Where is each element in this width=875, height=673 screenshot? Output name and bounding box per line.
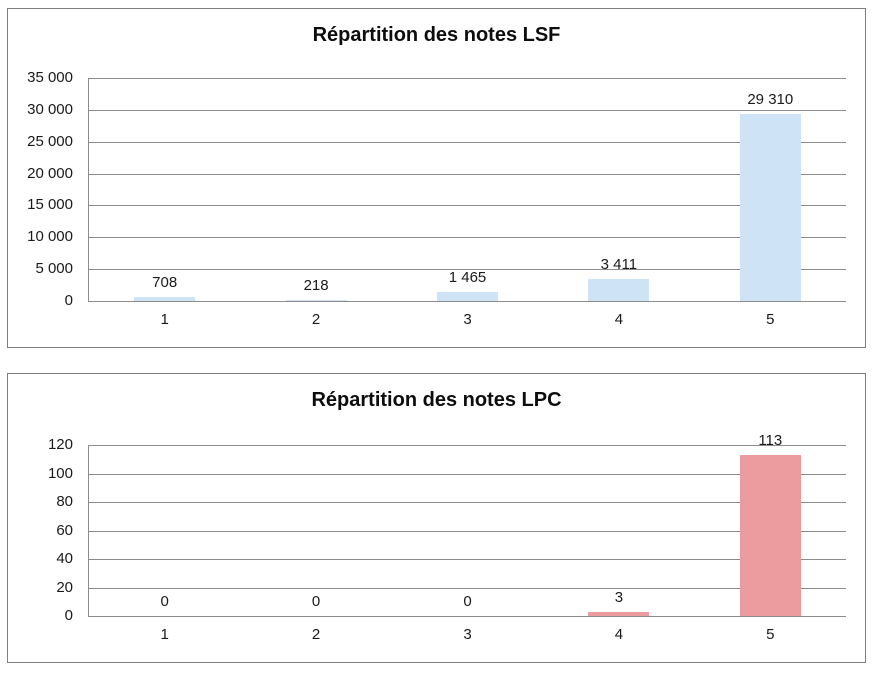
gridline (89, 445, 846, 446)
x-category-label: 1 (160, 311, 169, 328)
x-category-label: 2 (311, 626, 321, 643)
bar-value-label: 218 (303, 276, 329, 294)
y-axis-tick-label: 20 (56, 578, 73, 596)
x-category-label: 5 (766, 311, 775, 328)
gridline (89, 205, 846, 207)
x-category-label: 1 (160, 626, 169, 643)
y-axis-tick-label: 10 000 (27, 228, 73, 246)
y-axis-tick-label: 35 000 (27, 69, 73, 86)
y-axis-tick-label: 0 (64, 607, 73, 624)
bar-value-label: 29 310 (747, 91, 794, 109)
gridline (89, 269, 846, 271)
x-category-label: 4 (614, 311, 624, 328)
bar (134, 296, 196, 301)
chart-lsf-title: Répartition des notes LSF (312, 24, 561, 46)
bar (739, 114, 801, 301)
y-axis-tick-label: 40 (56, 550, 73, 567)
gridline (89, 559, 846, 560)
x-category-label: 4 (614, 626, 624, 643)
gridline (89, 109, 846, 111)
x-category-label: 2 (311, 311, 321, 328)
bar-value-label: 3 (614, 588, 624, 606)
bar-value-label: 708 (152, 273, 178, 291)
gridline (89, 530, 846, 532)
bar-value-label: 0 (463, 593, 472, 610)
x-category-label: 5 (766, 626, 775, 643)
y-axis-tick-label: 15 000 (27, 196, 73, 214)
chart-lpc-plot-area: 0 20 40 60 80 100 120 0 1 0 2 0 3 3 4 113 5 (48, 432, 846, 643)
y-axis-tick-label: 60 (56, 521, 73, 539)
gridline (89, 141, 846, 143)
gridline (89, 473, 846, 475)
gridline (89, 502, 846, 503)
bar-value-label: 3 411 (600, 256, 638, 274)
y-axis-tick-label: 30 000 (27, 100, 73, 118)
chart-lpc: Répartition des notes LPC 0 20 40 60 80 100 12… (7, 373, 866, 663)
bar (739, 454, 801, 616)
y-axis-tick-label: 25 000 (27, 132, 73, 150)
bar (285, 299, 347, 301)
x-category-label: 3 (463, 311, 472, 328)
gridline (89, 173, 846, 175)
gridline (89, 237, 846, 239)
gridline (89, 587, 846, 589)
y-axis-tick-label: 100 (47, 464, 73, 482)
bar (588, 279, 650, 301)
y-axis-tick-label: 120 (47, 436, 73, 453)
y-axis-tick-label: 0 (64, 292, 73, 309)
chart-lsf-plot-area: 0 5 000 10 000 15 000 20 000 25 000 30 000 35 0… (27, 69, 846, 328)
bar-value-label: 113 (758, 431, 783, 449)
chart-lpc-title: Répartition des notes LPC (311, 389, 562, 411)
gridline (89, 78, 846, 79)
y-axis-tick-label: 80 (56, 493, 73, 510)
bar-value-label: 0 (311, 593, 321, 610)
bar-value-label: 0 (160, 593, 169, 610)
y-axis-tick-label: 20 000 (27, 164, 73, 182)
bar (588, 611, 650, 616)
x-category-label: 3 (463, 626, 472, 643)
bar-value-label: 1 465 (448, 268, 487, 286)
y-axis-tick-label: 5 000 (35, 260, 73, 278)
bar (437, 291, 498, 301)
